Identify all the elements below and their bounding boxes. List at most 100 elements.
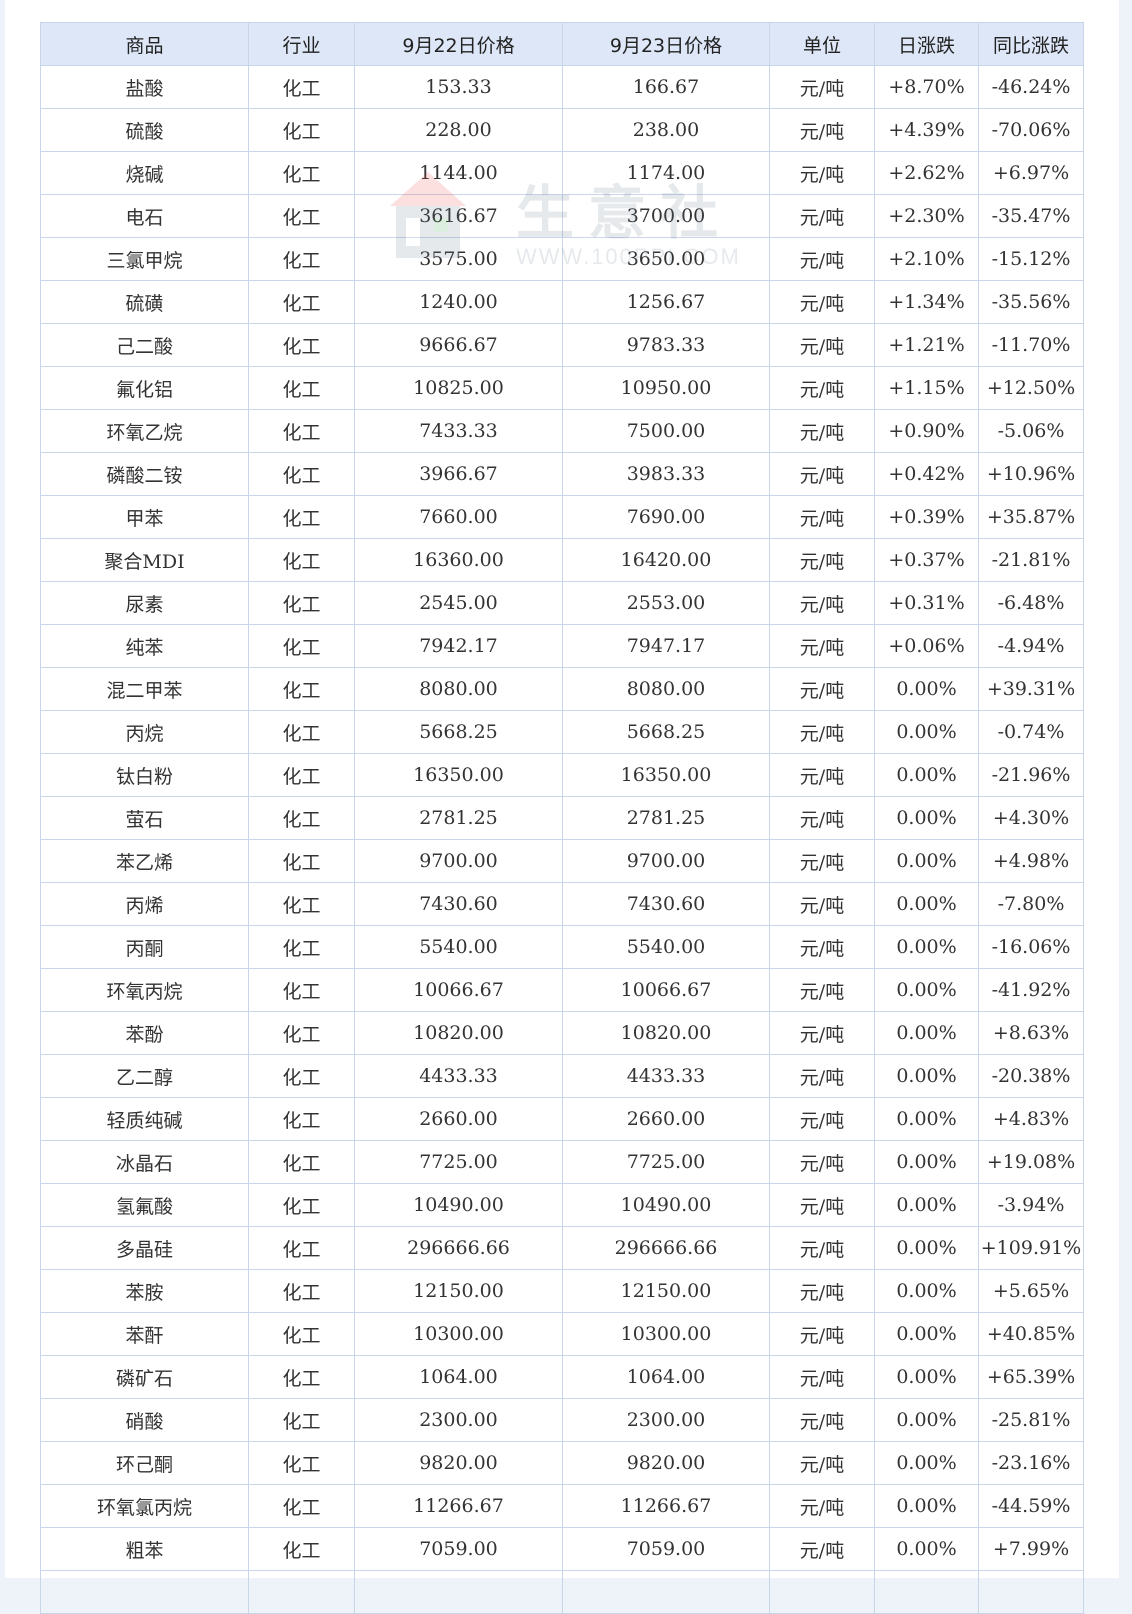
- commodity-name-cell[interactable]: 环氧氯丙烷: [40, 1484, 249, 1528]
- price-sep23-cell: 3650.00: [562, 237, 770, 281]
- industry-cell: 化工: [248, 925, 355, 969]
- commodity-name-cell[interactable]: 氢氟酸: [40, 1183, 249, 1227]
- commodity-name-cell[interactable]: 尿素: [40, 581, 249, 625]
- daily-change-cell: 0.00%: [874, 1183, 979, 1227]
- price-sep22-cell: 10825.00: [354, 366, 563, 410]
- commodity-name-cell[interactable]: 环己酮: [40, 1441, 249, 1485]
- commodity-name-cell[interactable]: 粗苯: [40, 1527, 249, 1571]
- commodity-name-cell[interactable]: 丙烯: [40, 882, 249, 926]
- price-sep22-cell: 9700.00: [354, 839, 563, 883]
- yoy-change-cell: -0.74%: [978, 710, 1084, 754]
- commodity-name-cell[interactable]: 电石: [40, 194, 249, 238]
- price-sep23-cell: 9700.00: [562, 839, 770, 883]
- price-sep23-cell: 10066.67: [562, 968, 770, 1012]
- table-row: 苯酚 化工 10820.00 10820.00 元/吨 0.00% +8.63%: [40, 1011, 1084, 1055]
- commodity-name-cell[interactable]: 磷矿石: [40, 1355, 249, 1399]
- price-sep23-cell: 10820.00: [562, 1011, 770, 1055]
- industry-cell: 化工: [248, 237, 355, 281]
- unit-cell: 元/吨: [769, 1527, 875, 1571]
- commodity-name-cell[interactable]: 轻质纯碱: [40, 1097, 249, 1141]
- commodity-name-cell[interactable]: 冰晶石: [40, 1140, 249, 1184]
- empty-cell: [248, 1570, 355, 1614]
- table-row: 多晶硅 化工 296666.66 296666.66 元/吨 0.00% +109.91%: [40, 1226, 1084, 1270]
- commodity-name-cell[interactable]: 盐酸: [40, 65, 249, 109]
- price-sep22-cell: 2300.00: [354, 1398, 563, 1442]
- table-row: 环氧丙烷 化工 10066.67 10066.67 元/吨 0.00% -41.92%: [40, 968, 1084, 1012]
- commodity-name-cell[interactable]: 聚合MDI: [40, 538, 249, 582]
- table-row: 丙烷 化工 5668.25 5668.25 元/吨 0.00% -0.74%: [40, 710, 1084, 754]
- commodity-name-cell[interactable]: 硝酸: [40, 1398, 249, 1442]
- commodity-name-cell[interactable]: 环氧丙烷: [40, 968, 249, 1012]
- commodity-name-cell[interactable]: 磷酸二铵: [40, 452, 249, 496]
- commodity-name-cell[interactable]: 氟化铝: [40, 366, 249, 410]
- commodity-name-cell[interactable]: 丙酮: [40, 925, 249, 969]
- industry-cell: 化工: [248, 882, 355, 926]
- table-row: 聚合MDI 化工 16360.00 16420.00 元/吨 +0.37% -21.81%: [40, 538, 1084, 582]
- yoy-change-cell: +109.91%: [978, 1226, 1084, 1270]
- unit-cell: 元/吨: [769, 194, 875, 238]
- commodity-name-cell[interactable]: 混二甲苯: [40, 667, 249, 711]
- yoy-change-cell: +12.50%: [978, 366, 1084, 410]
- commodity-name-cell[interactable]: 甲苯: [40, 495, 249, 539]
- header-daily-change: 日涨跌: [874, 22, 979, 66]
- price-sep23-cell: 10950.00: [562, 366, 770, 410]
- table-row: 苯酐 化工 10300.00 10300.00 元/吨 0.00% +40.85%: [40, 1312, 1084, 1356]
- price-sep22-cell: 7059.00: [354, 1527, 563, 1571]
- price-sep23-cell: 1256.67: [562, 280, 770, 324]
- commodity-name-cell[interactable]: 环氧乙烷: [40, 409, 249, 453]
- industry-cell: 化工: [248, 839, 355, 883]
- price-sep22-cell: 8080.00: [354, 667, 563, 711]
- unit-cell: 元/吨: [769, 925, 875, 969]
- industry-cell: 化工: [248, 968, 355, 1012]
- yoy-change-cell: -3.94%: [978, 1183, 1084, 1227]
- commodity-name-cell[interactable]: 三氯甲烷: [40, 237, 249, 281]
- price-sep23-cell: 296666.66: [562, 1226, 770, 1270]
- table-row: 硫酸 化工 228.00 238.00 元/吨 +4.39% -70.06%: [40, 108, 1084, 152]
- price-sep22-cell: 7430.60: [354, 882, 563, 926]
- industry-cell: 化工: [248, 323, 355, 367]
- commodity-name-cell[interactable]: 多晶硅: [40, 1226, 249, 1270]
- commodity-name-cell[interactable]: 苯乙烯: [40, 839, 249, 883]
- industry-cell: 化工: [248, 1140, 355, 1184]
- yoy-change-cell: +4.30%: [978, 796, 1084, 840]
- price-sep23-cell: 2660.00: [562, 1097, 770, 1141]
- yoy-change-cell: +39.31%: [978, 667, 1084, 711]
- unit-cell: 元/吨: [769, 796, 875, 840]
- daily-change-cell: 0.00%: [874, 925, 979, 969]
- daily-change-cell: +1.21%: [874, 323, 979, 367]
- commodity-name-cell[interactable]: 烧碱: [40, 151, 249, 195]
- price-sep23-cell: 3983.33: [562, 452, 770, 496]
- commodity-name-cell[interactable]: 乙二醇: [40, 1054, 249, 1098]
- price-sep23-cell: 7947.17: [562, 624, 770, 668]
- unit-cell: 元/吨: [769, 409, 875, 453]
- commodity-name-cell[interactable]: 苯酚: [40, 1011, 249, 1055]
- yoy-change-cell: +4.98%: [978, 839, 1084, 883]
- industry-cell: 化工: [248, 710, 355, 754]
- unit-cell: 元/吨: [769, 495, 875, 539]
- daily-change-cell: +1.15%: [874, 366, 979, 410]
- commodity-name-cell[interactable]: 硫酸: [40, 108, 249, 152]
- yoy-change-cell: -35.47%: [978, 194, 1084, 238]
- unit-cell: 元/吨: [769, 624, 875, 668]
- commodity-name-cell[interactable]: 萤石: [40, 796, 249, 840]
- commodity-name-cell[interactable]: 纯苯: [40, 624, 249, 668]
- unit-cell: 元/吨: [769, 1484, 875, 1528]
- commodity-name-cell[interactable]: 己二酸: [40, 323, 249, 367]
- commodity-name-cell[interactable]: 丙烷: [40, 710, 249, 754]
- commodity-name-cell[interactable]: 钛白粉: [40, 753, 249, 797]
- commodity-name-cell[interactable]: 硫磺: [40, 280, 249, 324]
- daily-change-cell: +1.34%: [874, 280, 979, 324]
- industry-cell: 化工: [248, 1441, 355, 1485]
- price-sep23-cell: 7430.60: [562, 882, 770, 926]
- yoy-change-cell: -20.38%: [978, 1054, 1084, 1098]
- commodity-name-cell[interactable]: 苯酐: [40, 1312, 249, 1356]
- table-row: 丙烯 化工 7430.60 7430.60 元/吨 0.00% -7.80%: [40, 882, 1084, 926]
- daily-change-cell: +2.10%: [874, 237, 979, 281]
- yoy-change-cell: +35.87%: [978, 495, 1084, 539]
- commodity-name-cell[interactable]: 苯胺: [40, 1269, 249, 1313]
- unit-cell: 元/吨: [769, 1183, 875, 1227]
- table-row: 硝酸 化工 2300.00 2300.00 元/吨 0.00% -25.81%: [40, 1398, 1084, 1442]
- price-sep22-cell: 7660.00: [354, 495, 563, 539]
- price-sep22-cell: 2660.00: [354, 1097, 563, 1141]
- industry-cell: 化工: [248, 151, 355, 195]
